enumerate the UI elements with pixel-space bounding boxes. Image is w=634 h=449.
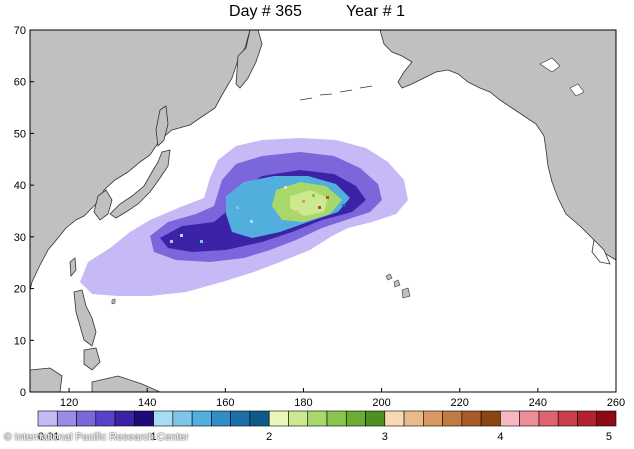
debris-plume: [80, 138, 408, 296]
alaska-islands: [539, 57, 585, 97]
colorbar-swatch: [172, 410, 193, 427]
colorbar-swatch: [307, 410, 328, 427]
new-guinea: [91, 375, 161, 392]
kamchatka: [235, 30, 263, 89]
colorbar-swatch: [56, 410, 77, 427]
colorbar-swatch: [442, 410, 463, 427]
colorbar-swatch: [519, 410, 540, 427]
map-title: Day # 365 Year # 1: [0, 3, 634, 21]
colorbar-swatch: [577, 410, 598, 427]
x-tick-label: 220: [451, 397, 469, 409]
x-tick-label: 140: [138, 397, 156, 409]
y-tick-label: 50: [14, 128, 26, 140]
taiwan: [69, 257, 77, 278]
colorbar-swatch: [37, 410, 58, 427]
hawaii: [385, 273, 411, 299]
colorbar-swatch: [596, 410, 617, 427]
colorbar-label: 0.01: [38, 431, 59, 443]
y-tick-label: 40: [14, 180, 26, 192]
colorbar-swatch: [345, 410, 366, 427]
y-tick-label: 10: [14, 335, 26, 347]
colorbar-swatch: [557, 410, 578, 427]
baja-california: [591, 239, 611, 265]
y-tick-label: 30: [14, 232, 26, 244]
colorbar-swatch: [538, 410, 559, 427]
asia-landmass: [30, 30, 251, 291]
colorbar-swatch: [268, 410, 289, 427]
philippines: [73, 289, 97, 347]
colorbar-swatch: [191, 410, 212, 427]
y-tick-label: 20: [14, 284, 26, 296]
philippines-south: [83, 347, 101, 371]
colorbar-swatch: [403, 410, 424, 427]
colorbar-swatch: [500, 410, 520, 427]
x-tick-label: 200: [372, 397, 390, 409]
colorbar-swatch: [95, 410, 116, 427]
y-tick-label: 60: [14, 77, 26, 89]
y-tick-label: 70: [14, 25, 26, 37]
year-label: Year # 1: [345, 3, 405, 20]
colorbar-label: 3: [382, 431, 388, 443]
colorbar: [37, 410, 617, 427]
image-credit: © International Pacific Research Center: [4, 431, 189, 443]
colorbar-swatch: [384, 410, 405, 427]
borneo: [30, 367, 63, 392]
x-tick-label: 260: [607, 397, 625, 409]
colorbar-swatch: [288, 410, 309, 427]
x-tick-label: 160: [216, 397, 234, 409]
japan: [109, 149, 171, 219]
colorbar-swatch: [249, 410, 270, 427]
x-tick-label: 180: [294, 397, 312, 409]
sakhalin: [155, 105, 169, 147]
day-label: Day # 365: [229, 3, 302, 20]
colorbar-label: 2: [266, 431, 272, 443]
colorbar-swatch: [211, 410, 231, 427]
korea: [93, 189, 113, 221]
colorbar-label: 5: [606, 431, 612, 443]
plot-frame: [29, 29, 617, 393]
colorbar-swatch: [326, 410, 347, 427]
y-axis: 0 10 20 30 40 50 60 70: [14, 25, 34, 399]
aleutian-islands: [299, 85, 373, 101]
y-tick-label: 0: [20, 387, 26, 399]
colorbar-swatch: [76, 410, 97, 427]
colorbar-swatch: [365, 410, 386, 427]
colorbar-swatch: [461, 410, 482, 427]
x-tick-label: 120: [60, 397, 78, 409]
colorbar-label: 1: [151, 431, 157, 443]
plume-core: [290, 190, 328, 216]
colorbar-swatch: [423, 410, 443, 427]
x-tick-label: 240: [529, 397, 547, 409]
colorbar-swatch: [134, 410, 154, 427]
mariana-islands: [111, 298, 116, 305]
colorbar-swatch: [153, 410, 174, 427]
colorbar-swatch: [114, 410, 135, 427]
plume-hotspots: [170, 186, 345, 243]
colorbar-labels: 0.01 1 2 3 4 5: [38, 431, 612, 443]
north-america: [379, 30, 616, 261]
colorbar-label: 4: [497, 431, 503, 443]
colorbar-swatch: [230, 410, 251, 427]
colorbar-swatch: [480, 410, 501, 427]
x-axis: 120 140 160 180 200 220 240 260: [60, 388, 625, 409]
